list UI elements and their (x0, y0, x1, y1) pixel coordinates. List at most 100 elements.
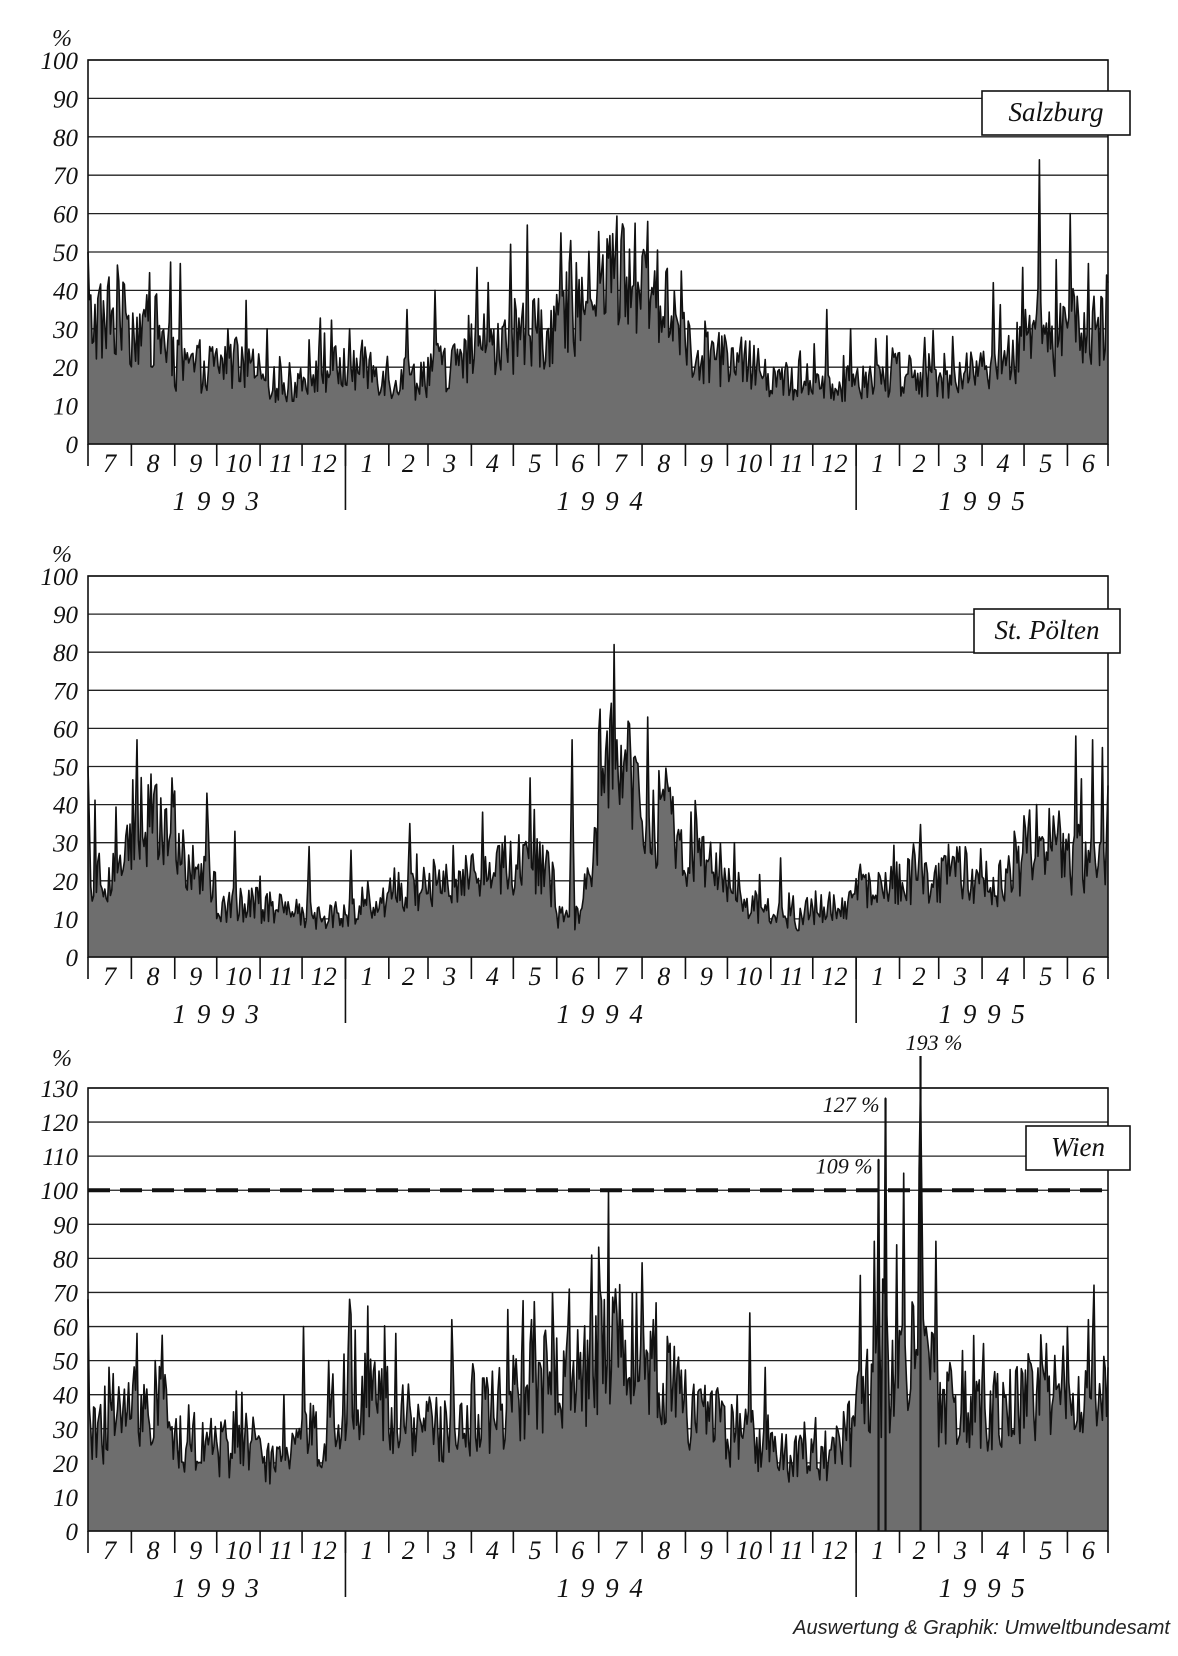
y-unit-label: % (52, 1046, 72, 1072)
month-label: 10 (736, 962, 762, 991)
month-label: 6 (571, 1536, 584, 1565)
month-label: 4 (997, 449, 1010, 478)
month-label: 11 (269, 962, 293, 991)
y-tick-label: 100 (41, 48, 79, 75)
station-label-box (981, 90, 1131, 136)
month-label: 8 (657, 962, 670, 991)
spike-annotation: 109 % (816, 1154, 873, 1179)
month-label: 2 (402, 962, 415, 991)
y-tick-label: 100 (41, 1178, 79, 1205)
y-tick-label: 50 (53, 755, 79, 782)
month-label: 3 (953, 962, 967, 991)
y-tick-label: 10 (53, 907, 79, 934)
y-tick-label: 30 (52, 317, 79, 344)
month-label: 2 (913, 962, 926, 991)
month-label: 1 (871, 1536, 884, 1565)
month-label: 12 (821, 449, 847, 478)
y-tick-label: 110 (42, 1144, 78, 1171)
month-label: 2 (402, 1536, 415, 1565)
month-label: 11 (780, 1536, 804, 1565)
series-area (88, 159, 1108, 445)
series-line (87, 643, 1109, 932)
month-label: 9 (189, 962, 202, 991)
y-tick-label: 50 (53, 240, 79, 267)
month-label: 10 (225, 1536, 251, 1565)
month-label: 10 (736, 1536, 762, 1565)
y-tick-label: 40 (53, 278, 79, 305)
month-label: 8 (657, 1536, 670, 1565)
y-tick-label: 90 (53, 1212, 79, 1239)
year-label: 1 9 9 4 (557, 486, 645, 516)
y-tick-label: 80 (53, 125, 79, 152)
month-label: 5 (1039, 962, 1052, 991)
month-label: 6 (1082, 962, 1095, 991)
y-tick-label: 90 (53, 86, 79, 113)
y-unit-label: % (52, 26, 72, 52)
month-label: 5 (529, 962, 542, 991)
station-name: Salzburg (1008, 97, 1103, 127)
station-label-box (1025, 1125, 1131, 1171)
y-tick-label: 30 (52, 1417, 79, 1444)
y-unit-label: % (52, 542, 72, 568)
month-label: 1 (361, 449, 374, 478)
month-label: 5 (1039, 1536, 1052, 1565)
month-label: 3 (953, 449, 967, 478)
y-tick-label: 130 (41, 1076, 79, 1103)
y-tick-label: 20 (53, 355, 79, 382)
y-tick-label: 40 (53, 1383, 79, 1410)
month-label: 2 (913, 1536, 926, 1565)
y-tick-label: 70 (53, 1280, 79, 1307)
month-label: 1 (871, 449, 884, 478)
y-tick-label: 80 (53, 640, 79, 667)
month-label: 12 (311, 962, 337, 991)
y-tick-label: 70 (53, 678, 79, 705)
y-tick-label: 0 (66, 945, 79, 972)
series-line (87, 1087, 1109, 1485)
y-tick-label: 90 (53, 602, 79, 629)
month-label: 8 (147, 962, 160, 991)
month-label: 4 (997, 962, 1010, 991)
year-label: 1 9 9 5 (939, 999, 1027, 1029)
y-tick-label: 10 (53, 1485, 79, 1512)
month-label: 6 (571, 962, 584, 991)
month-label: 7 (103, 962, 117, 991)
y-tick-label: 60 (53, 716, 79, 743)
y-tick-label: 70 (53, 163, 79, 190)
year-label: 1 9 9 5 (939, 486, 1027, 516)
month-label: 11 (780, 962, 804, 991)
month-label: 9 (700, 449, 713, 478)
y-tick-label: 0 (66, 432, 79, 459)
month-label: 7 (614, 1536, 628, 1565)
month-label: 7 (103, 449, 117, 478)
y-tick-label: 100 (41, 564, 79, 591)
month-label: 12 (821, 962, 847, 991)
month-label: 6 (571, 449, 584, 478)
month-label: 4 (486, 1536, 499, 1565)
month-label: 2 (402, 449, 415, 478)
station-name: Wien (1051, 1132, 1105, 1162)
month-label: 9 (700, 1536, 713, 1565)
y-tick-label: 50 (53, 1349, 79, 1376)
y-tick-label: 120 (41, 1110, 79, 1137)
month-label: 10 (736, 449, 762, 478)
month-label: 6 (1082, 1536, 1095, 1565)
y-tick-label: 20 (53, 1451, 79, 1478)
year-label: 1 9 9 4 (557, 1573, 645, 1603)
month-label: 1 (361, 962, 374, 991)
spike-annotation: 193 % (906, 1030, 963, 1055)
month-label: 9 (189, 449, 202, 478)
station-label-box (973, 608, 1121, 654)
month-label: 8 (657, 449, 670, 478)
month-label: 1 (871, 962, 884, 991)
month-label: 4 (997, 1536, 1010, 1565)
year-label: 1 9 9 4 (557, 999, 645, 1029)
month-label: 7 (614, 962, 628, 991)
month-label: 4 (486, 449, 499, 478)
month-label: 5 (529, 449, 542, 478)
y-tick-label: 60 (53, 1315, 79, 1342)
month-label: 9 (700, 962, 713, 991)
month-label: 3 (442, 1536, 456, 1565)
